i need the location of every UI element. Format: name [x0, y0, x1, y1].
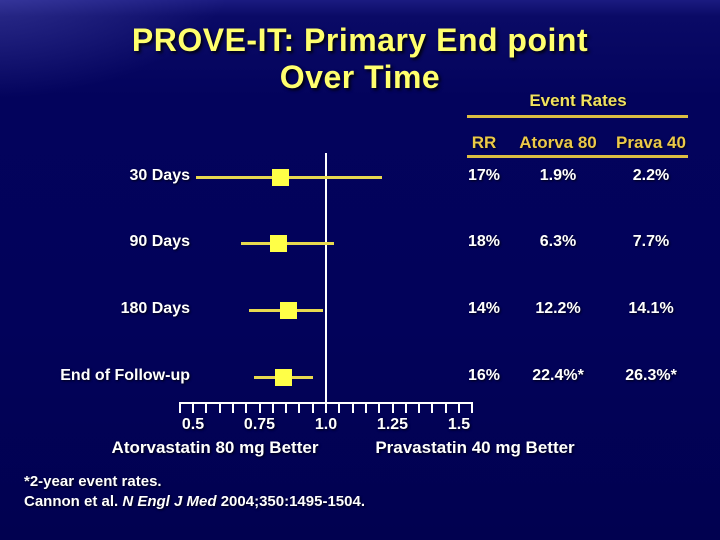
axis-minor-tick — [298, 402, 301, 413]
table-row-90-days: 18% 6.3% 7.7% — [461, 233, 693, 251]
atorva-value: 6.3% — [539, 233, 577, 250]
axis-minor-tick — [311, 402, 314, 413]
axis-minor-tick — [192, 402, 194, 413]
axis-minor-tick — [231, 402, 234, 413]
estimate-square-2 — [280, 301, 298, 319]
axis-tick-label: 1.5 — [447, 416, 471, 433]
event-rates-heading: Event Rates — [529, 91, 627, 110]
axis-minor-tick — [458, 402, 460, 413]
axis-minor-tick — [258, 402, 261, 413]
axis-minor-tick — [285, 402, 288, 413]
row-label-90-days: 90 Days — [129, 233, 191, 250]
axis-minor-tick — [271, 402, 274, 413]
prava-value: 26.3%* — [625, 367, 677, 384]
ci-line-1 — [240, 241, 334, 245]
title-line-1: PROVE-IT: Primary End point — [131, 22, 589, 58]
axis-minor-tick — [378, 402, 381, 413]
atorva-value: 12.2% — [535, 300, 581, 317]
slide-title: PROVE-IT: Primary End point Over Time — [0, 22, 720, 96]
reference-line — [325, 153, 327, 413]
prava-value: 7.7% — [632, 233, 670, 250]
table-row-30-days: 17% 1.9% 2.2% — [461, 167, 693, 185]
axis-minor-tick — [338, 402, 341, 413]
axis-minor-tick — [431, 402, 434, 413]
axis-minor-tick — [325, 402, 327, 413]
axis-tick-label: 0.75 — [243, 416, 276, 433]
column-header-atorva: Atorva 80 — [519, 133, 597, 152]
row-label-follow-up: End of Follow-up — [60, 367, 190, 384]
axis-minor-tick — [205, 402, 208, 413]
axis-minor-tick — [471, 402, 474, 413]
atorva-value: 1.9% — [539, 167, 577, 184]
axis-minor-tick — [418, 402, 421, 413]
axis-minor-tick — [218, 402, 221, 413]
axis-minor-tick — [351, 402, 354, 413]
axis-minor-tick — [404, 402, 407, 413]
axis-minor-tick — [444, 402, 447, 413]
axis-minor-tick — [245, 402, 248, 413]
prava-value: 2.2% — [632, 167, 670, 184]
axis-minor-tick — [391, 402, 394, 413]
rr-value: 18% — [467, 233, 501, 250]
axis-tick-label: 1.0 — [314, 416, 338, 433]
event-rates-rule-bottom — [467, 155, 688, 158]
title-line-2: Over Time — [279, 59, 441, 95]
row-label-30-days: 30 Days — [129, 167, 191, 184]
column-header-prava: Prava 40 — [616, 133, 686, 152]
table-row-180-days: 14% 12.2% 14.1% — [461, 300, 693, 318]
estimate-square-3 — [274, 368, 292, 386]
atorva-value: 22.4%* — [532, 367, 584, 384]
citation-journal: N Engl J Med — [122, 493, 217, 510]
footnote: *2-year event rates. — [24, 473, 162, 490]
axis-tick-label: 0.5 — [181, 416, 205, 433]
citation-suffix: 2004;350:1495-1504. — [216, 493, 365, 510]
estimate-square-1 — [269, 234, 287, 252]
citation: Cannon et al. N Engl J Med 2004;350:1495… — [24, 493, 365, 510]
rr-value: 14% — [467, 300, 501, 317]
xaxis-label-right: Pravastatin 40 mg Better — [375, 438, 575, 457]
table-header-row: RR Atorva 80 Prava 40 — [461, 133, 693, 153]
axis-tick-label: 1.25 — [376, 416, 409, 433]
estimate-square-0 — [272, 168, 290, 186]
citation-prefix: Cannon et al. — [24, 493, 123, 510]
axis-minor-tick — [364, 402, 367, 413]
rr-value: 17% — [467, 167, 501, 184]
axis-minor-tick — [178, 402, 181, 413]
column-header-rr: RR — [471, 133, 497, 152]
event-rates-rule-top — [467, 115, 688, 118]
xaxis-label-left: Atorvastatin 80 mg Better — [111, 438, 319, 457]
rr-value: 16% — [467, 367, 501, 384]
row-label-180-days: 180 Days — [120, 300, 190, 317]
table-row-follow-up: 16% 22.4%* 26.3%* — [461, 367, 693, 385]
prava-value: 14.1% — [628, 300, 674, 317]
